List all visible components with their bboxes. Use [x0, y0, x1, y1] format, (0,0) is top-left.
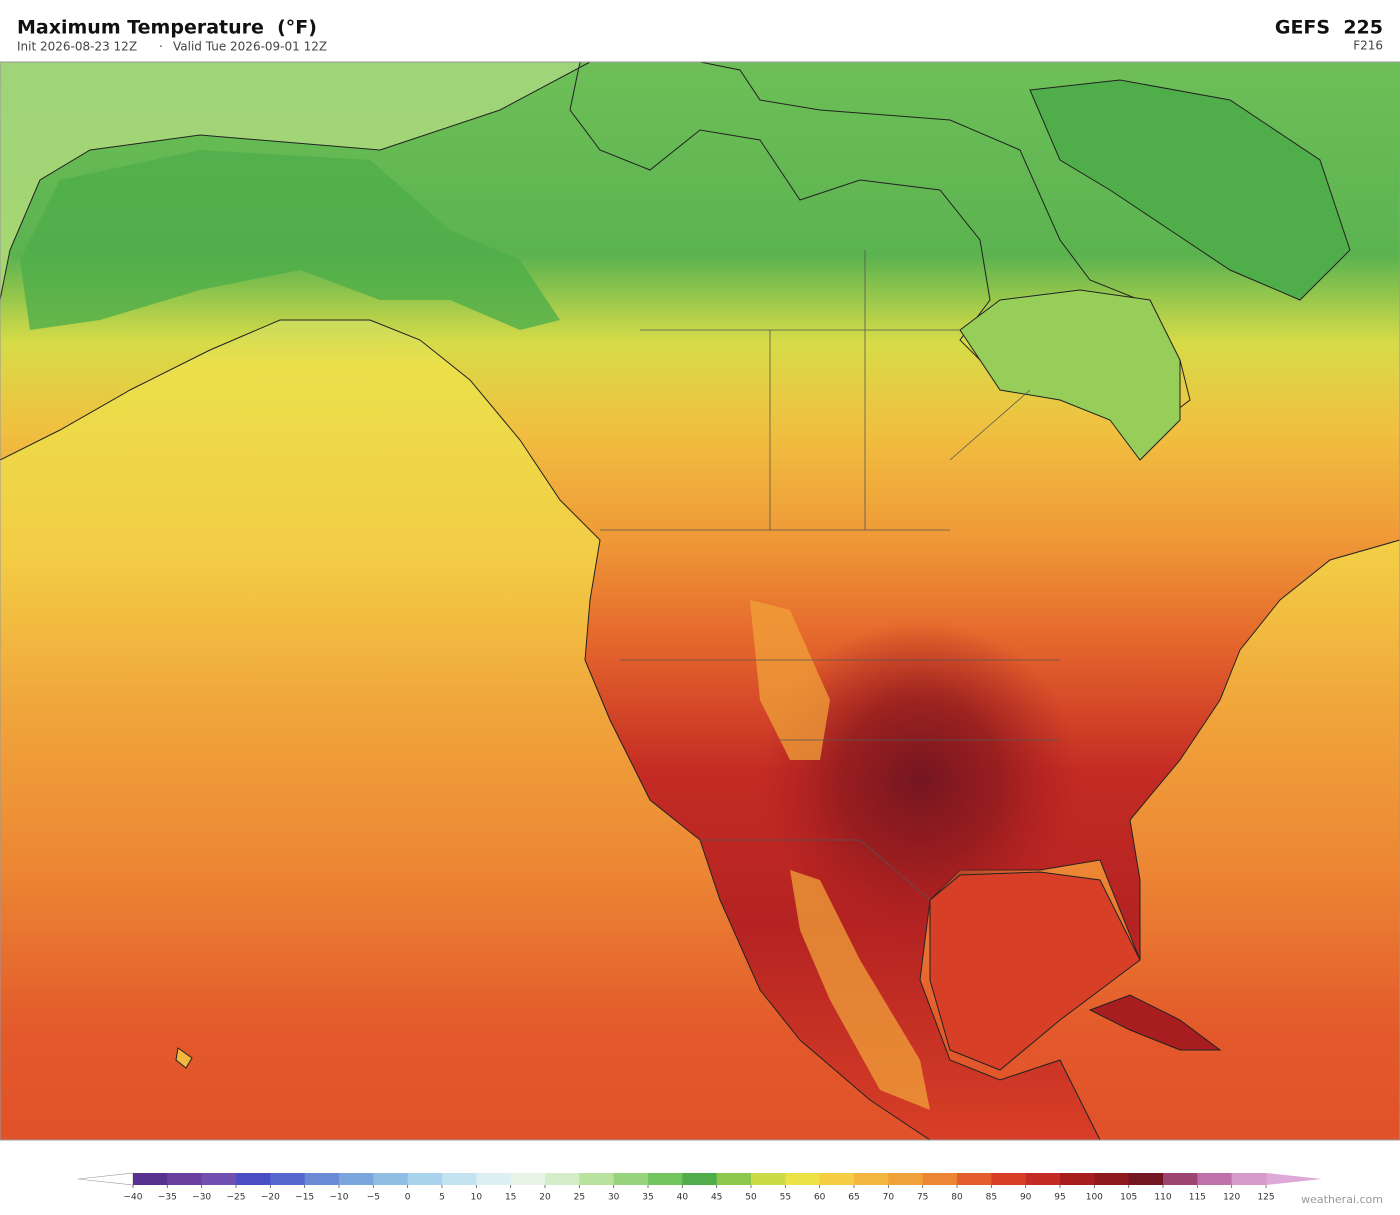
- colorbar-swatch: [476, 1173, 512, 1185]
- colorbar-tick-label: −20: [261, 1193, 280, 1203]
- rockies: [750, 600, 930, 1110]
- colorbar-tick-label: 20: [539, 1193, 551, 1203]
- colorbar-swatch: [1197, 1173, 1233, 1185]
- colorbar-swatch: [682, 1173, 718, 1185]
- colorbar-tick-label: −15: [295, 1193, 314, 1203]
- colorbar-swatch: [716, 1173, 752, 1185]
- colorbar-tick-label: 35: [642, 1193, 653, 1203]
- colorbar-tick-label: 40: [677, 1193, 689, 1203]
- map: [0, 61, 1400, 1141]
- colorbar-tick-label: 45: [711, 1193, 722, 1203]
- map-frame: [0, 61, 1400, 1141]
- colorbar-tick-label: −25: [227, 1193, 246, 1203]
- colorbar-tick-label: 10: [471, 1193, 483, 1203]
- colorbar-tick-label: 70: [883, 1193, 895, 1203]
- gulf: [929, 871, 1141, 1071]
- colorbar-swatch: [579, 1173, 615, 1185]
- colorbar-tick-label: −35: [158, 1193, 177, 1203]
- colorbar-tick-label: 30: [608, 1193, 620, 1203]
- colorbar-swatch: [854, 1173, 889, 1185]
- colorbar-swatch: [510, 1173, 546, 1185]
- colorbar-tick-label: 85: [986, 1193, 997, 1203]
- watermark: weatherai.com: [1301, 1193, 1383, 1206]
- model-name: GEFS 225: [1275, 17, 1383, 39]
- colorbar: −40 −35 −30 −25 −20 −15 −10 −5 0 5 10 15 20 25 30 35 40 4…: [77, 1172, 1322, 1203]
- colorbar-tick-label: 110: [1154, 1193, 1171, 1203]
- colorbar-swatch: [442, 1173, 477, 1185]
- colorbar-tick-label: 0: [405, 1193, 411, 1203]
- colorbar-swatch: [785, 1173, 821, 1185]
- title: Maximum Temperature (°F): [17, 17, 317, 39]
- colorbar-swatch: [1060, 1173, 1095, 1185]
- colorbar-swatch: [270, 1173, 306, 1185]
- colorbar-tick-label: 75: [917, 1193, 928, 1203]
- colorbar-tick-label: 80: [951, 1193, 963, 1203]
- colorbar-tick-label: 120: [1223, 1193, 1240, 1203]
- colorbar-tick-label: 65: [848, 1193, 859, 1203]
- colorbar-swatch: [236, 1173, 271, 1185]
- colorbar-over: [1266, 1173, 1322, 1185]
- colorbar-tick-label: 105: [1120, 1193, 1137, 1203]
- cuba: [1088, 994, 1222, 1051]
- colorbar-tick-label: 50: [745, 1193, 757, 1203]
- valid-time: Valid Tue 2026-09-01 12Z: [173, 40, 327, 54]
- colorbar-swatch: [133, 1173, 168, 1185]
- colorbar-tick-label: 125: [1257, 1193, 1274, 1203]
- colorbar-swatch: [1231, 1173, 1267, 1185]
- colorbar-swatch: [201, 1173, 237, 1185]
- colorbar-swatch: [1094, 1173, 1130, 1185]
- colorbar-swatch: [1025, 1173, 1061, 1185]
- colorbar-tick-label: 115: [1189, 1193, 1206, 1203]
- forecast-hour: F216: [1353, 39, 1383, 53]
- colorbar-swatch: [167, 1173, 203, 1185]
- colorbar-swatch: [991, 1173, 1027, 1185]
- colorbar-swatch: [304, 1173, 340, 1185]
- colorbar-tick-label: 90: [1020, 1193, 1032, 1203]
- colorbar-tick-label: 5: [439, 1193, 445, 1203]
- separator: ·: [159, 40, 163, 54]
- colorbar-swatch: [957, 1173, 992, 1185]
- colorbar-tick-label: −10: [330, 1193, 349, 1203]
- colorbar-tick-label: 15: [505, 1193, 516, 1203]
- colorbar-swatch: [648, 1173, 683, 1185]
- colorbar-under: [77, 1172, 134, 1186]
- colorbar-tick-label: −40: [124, 1193, 143, 1203]
- colorbar-swatch: [373, 1173, 409, 1185]
- colorbar-tick-label: 60: [814, 1193, 826, 1203]
- colorbar-swatch: [1163, 1173, 1198, 1185]
- heat-core: [0, 62, 1400, 1140]
- colorbar-tick-label: −30: [192, 1193, 211, 1203]
- colorbar-tick-label: 95: [1054, 1193, 1065, 1203]
- colorbar-tick-label: −5: [367, 1193, 380, 1203]
- colorbar-swatch: [545, 1173, 580, 1185]
- colorbar-swatch: [613, 1173, 649, 1185]
- colorbar-tick-label: 100: [1086, 1193, 1103, 1203]
- colorbar-swatch: [339, 1173, 374, 1185]
- colorbar-swatch: [888, 1173, 924, 1185]
- colorbar-swatch: [1128, 1173, 1164, 1185]
- colorbar-swatch: [751, 1173, 786, 1185]
- colorbar-swatch: [407, 1173, 443, 1185]
- borders: [600, 250, 1060, 901]
- hawaii: [175, 1047, 193, 1069]
- init-time: Init 2026-08-23 12Z: [17, 40, 137, 54]
- colorbar-tick-label: 55: [780, 1193, 791, 1203]
- colorbar-swatch: [922, 1173, 958, 1185]
- colorbar-tick-label: 25: [574, 1193, 585, 1203]
- colorbar-swatch: [819, 1173, 855, 1185]
